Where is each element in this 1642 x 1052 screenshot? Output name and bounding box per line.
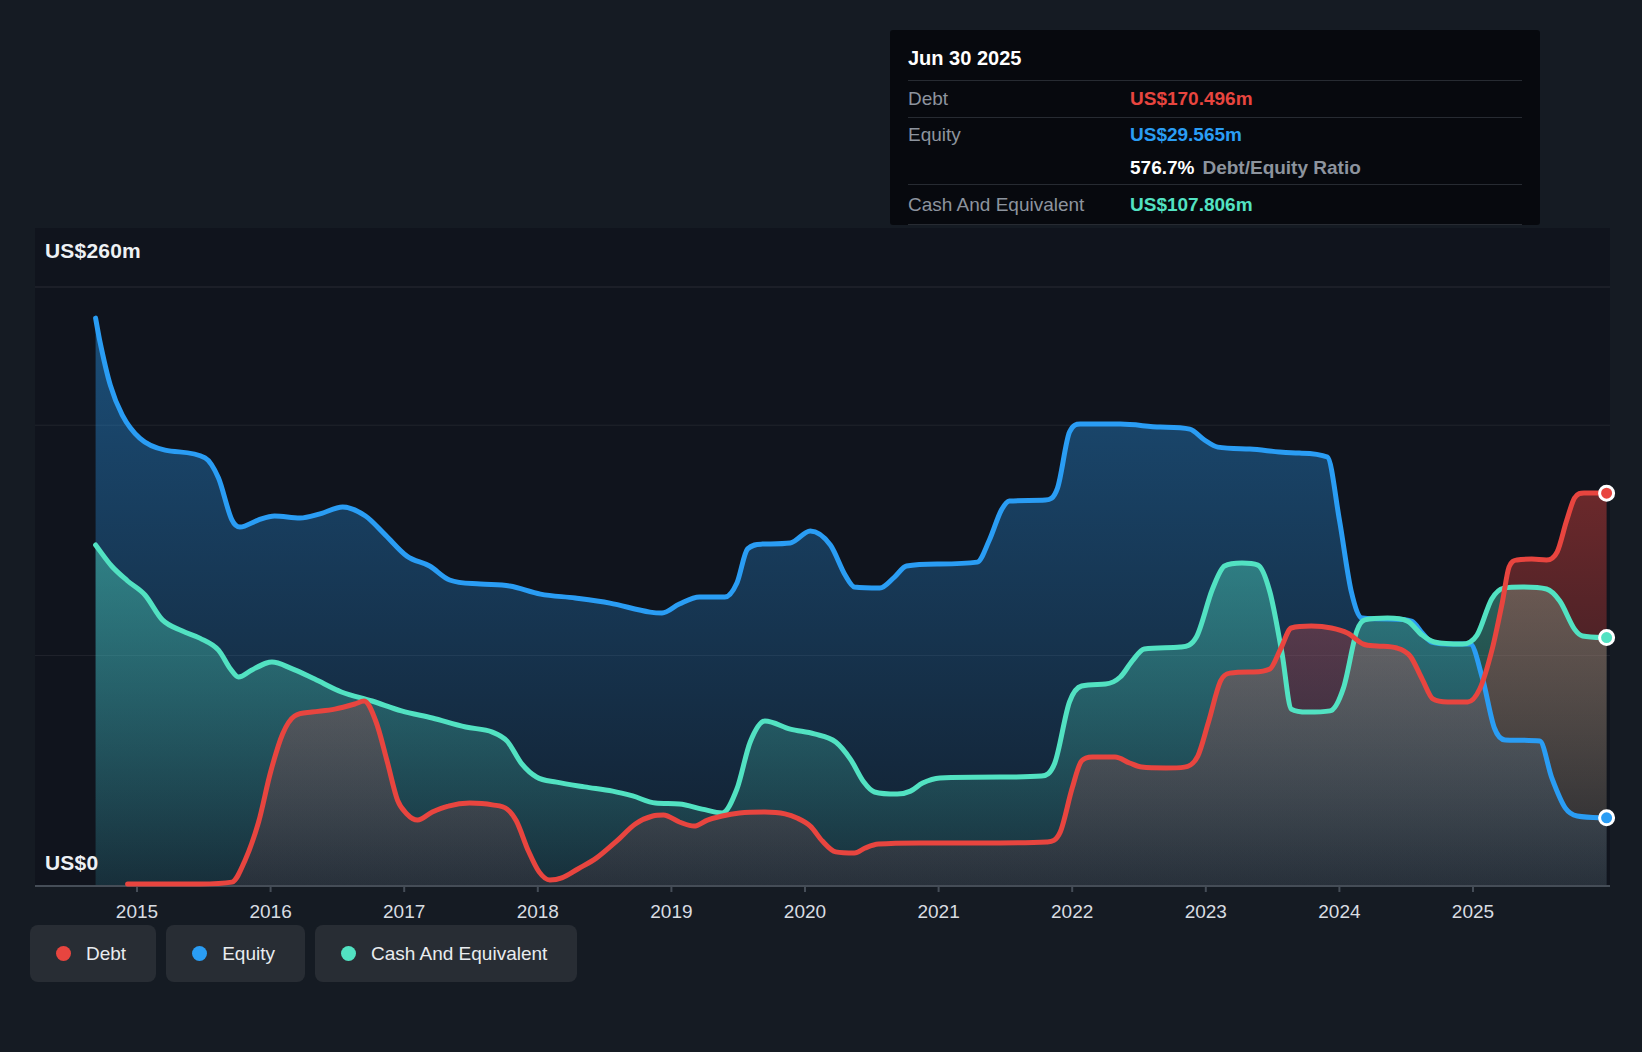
tooltip-debt-label: Debt (908, 88, 1130, 110)
legend-item-cash[interactable]: Cash And Equivalent (315, 925, 577, 982)
tooltip-cash-label: Cash And Equivalent (908, 194, 1130, 216)
x-axis-label-2017: 2017 (383, 901, 425, 923)
legend: Debt Equity Cash And Equivalent (30, 925, 577, 982)
x-axis-label-2023: 2023 (1185, 901, 1227, 923)
tooltip-ratio-label: Debt/Equity Ratio (1202, 157, 1360, 178)
legend-item-debt[interactable]: Debt (30, 925, 156, 982)
legend-item-equity[interactable]: Equity (166, 925, 305, 982)
y-axis-label-zero: US$0 (45, 851, 98, 875)
chart-tooltip: Jun 30 2025 Debt US$170.496m Equity US$2… (890, 30, 1540, 225)
tooltip-equity-label: Equity (908, 124, 1130, 146)
tooltip-cash-value: US$107.806m (1130, 194, 1522, 216)
equity-endpoint-marker[interactable] (1600, 811, 1614, 825)
tooltip-debt-value: US$170.496m (1130, 88, 1522, 110)
tooltip-ratio: 576.7% Debt/Equity Ratio (1130, 157, 1522, 179)
tooltip-equity-value: US$29.565m (1130, 124, 1522, 146)
legend-debt-label: Debt (86, 943, 126, 965)
debt-equity-history-chart: US$260m US$0 2015 2016 2017 2018 2019 2020 202… (0, 0, 1642, 1052)
x-axis-label-2021: 2021 (917, 901, 959, 923)
x-axis-label-2016: 2016 (249, 901, 291, 923)
x-axis-label-2024: 2024 (1318, 901, 1360, 923)
tooltip-date: Jun 30 2025 (908, 30, 1522, 81)
legend-equity-label: Equity (222, 943, 275, 965)
cash-and-equivalent-endpoint-marker[interactable] (1600, 631, 1614, 645)
legend-cash-label: Cash And Equivalent (371, 943, 547, 965)
x-axis-label-2020: 2020 (784, 901, 826, 923)
x-axis-label-2018: 2018 (517, 901, 559, 923)
cash-series-dot-icon (341, 946, 356, 961)
x-axis-label-2025: 2025 (1452, 901, 1494, 923)
equity-series-dot-icon (192, 946, 207, 961)
x-axis-label-2015: 2015 (116, 901, 158, 923)
tooltip-ratio-value: 576.7% (1130, 157, 1194, 178)
y-axis-label-max: US$260m (45, 239, 141, 263)
debt-series-dot-icon (56, 946, 71, 961)
debt-endpoint-marker[interactable] (1600, 486, 1614, 500)
x-axis-label-2022: 2022 (1051, 901, 1093, 923)
x-axis-label-2019: 2019 (650, 901, 692, 923)
